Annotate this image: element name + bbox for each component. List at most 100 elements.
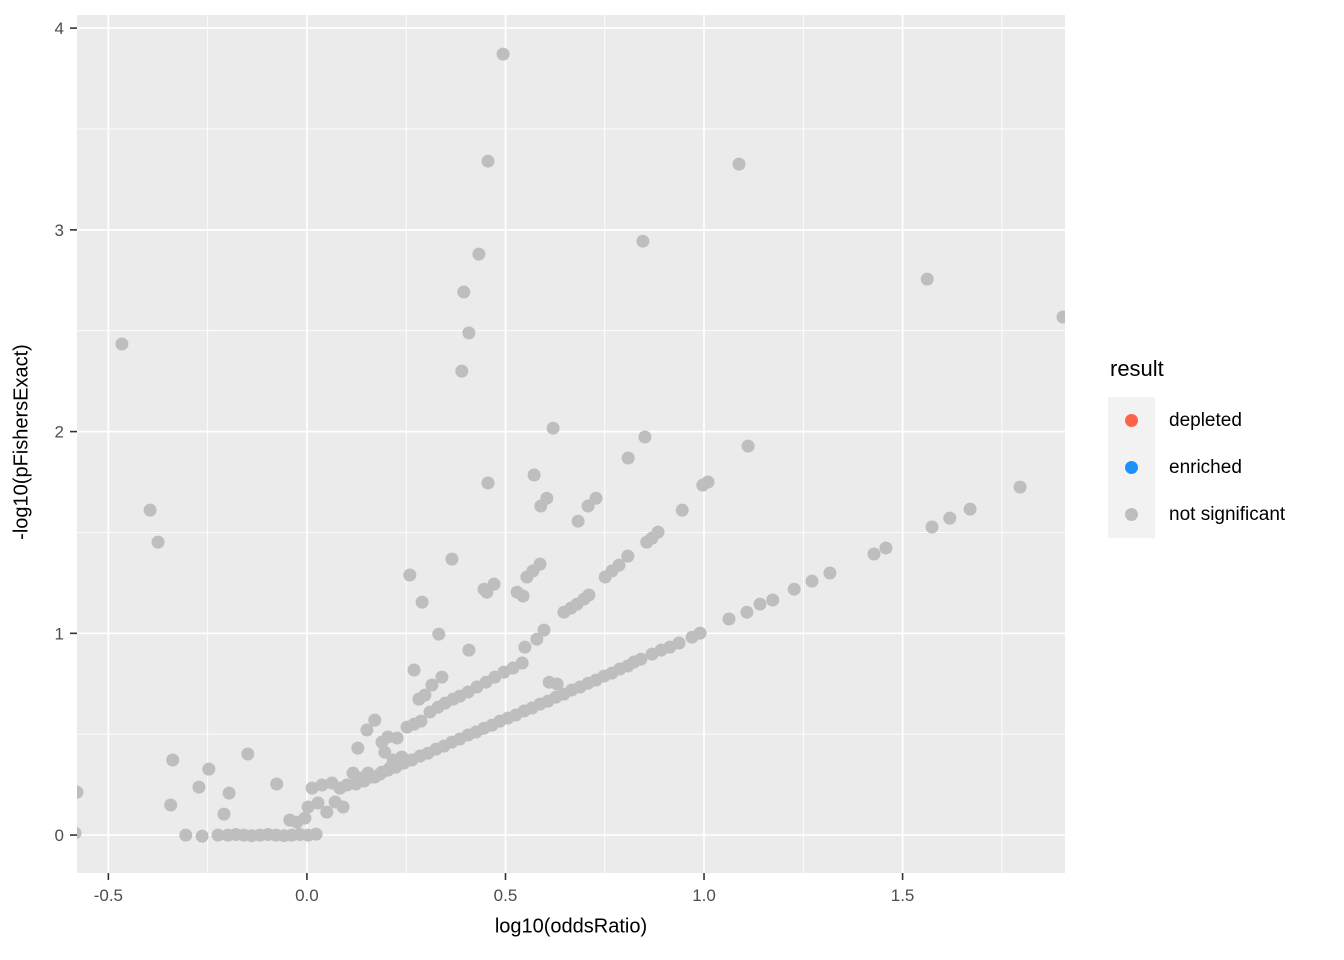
x-tick-label: 0.5: [494, 886, 518, 905]
data-point: [925, 520, 939, 534]
data-point: [740, 605, 754, 619]
data-point: [445, 552, 459, 566]
data-point: [217, 807, 231, 821]
y-axis-title: -log10(pFishersExact): [10, 344, 33, 540]
y-tick-label: 0: [55, 826, 64, 845]
data-point: [407, 663, 421, 677]
data-point: [151, 535, 165, 549]
data-point: [496, 47, 510, 61]
data-point: [701, 475, 715, 489]
data-point: [920, 272, 934, 286]
legend-entry: enriched: [1108, 444, 1340, 491]
data-point: [462, 326, 476, 340]
data-point: [487, 577, 501, 591]
data-point: [515, 656, 529, 670]
data-point: [634, 652, 648, 666]
y-tick-label: 3: [55, 221, 64, 240]
data-point: [527, 468, 541, 482]
data-point: [537, 623, 551, 637]
legend-key: [1108, 491, 1155, 538]
data-point: [879, 541, 893, 555]
points-layer: [77, 47, 1065, 843]
data-point: [390, 731, 404, 745]
data-point: [305, 781, 319, 795]
data-point: [457, 285, 471, 299]
data-point: [943, 511, 957, 525]
data-point: [546, 421, 560, 435]
legend-key-dot: [1125, 461, 1138, 474]
data-point: [415, 595, 429, 609]
data-point: [143, 503, 157, 517]
data-point: [315, 778, 329, 792]
data-point: [621, 549, 635, 563]
data-point: [693, 626, 707, 640]
data-point: [202, 762, 216, 776]
data-point: [222, 786, 236, 800]
data-point: [211, 828, 225, 842]
data-point: [477, 582, 491, 596]
data-point: [722, 612, 736, 626]
data-point: [414, 714, 428, 728]
legend-entry: depleted: [1108, 397, 1340, 444]
legend-key-dot: [1125, 414, 1138, 427]
data-point: [621, 451, 635, 465]
data-point: [378, 745, 392, 759]
data-point: [481, 476, 495, 490]
data-point: [805, 574, 819, 588]
data-point: [179, 828, 193, 842]
data-point: [462, 643, 476, 657]
data-point: [823, 566, 837, 580]
legend-entry: not significant: [1108, 491, 1340, 538]
data-point: [516, 589, 530, 603]
data-point: [77, 826, 82, 840]
data-point: [481, 154, 495, 168]
data-point: [432, 627, 446, 641]
data-point: [166, 753, 180, 767]
data-point: [766, 593, 780, 607]
data-point: [360, 723, 374, 737]
data-point: [115, 337, 129, 351]
data-point: [672, 636, 686, 650]
data-point: [732, 157, 746, 171]
data-point: [195, 829, 209, 843]
legend-entry-label: enriched: [1169, 456, 1242, 478]
data-point: [311, 796, 325, 810]
legend-key-dot: [1125, 508, 1138, 521]
data-point: [540, 491, 554, 505]
data-point: [530, 632, 544, 646]
data-point: [741, 439, 755, 453]
data-point: [753, 597, 767, 611]
data-point: [418, 688, 432, 702]
data-point: [651, 525, 665, 539]
data-point: [867, 547, 881, 561]
data-point: [336, 800, 350, 814]
data-point: [270, 777, 284, 791]
data-point: [638, 430, 652, 444]
data-point: [636, 234, 650, 248]
data-point: [425, 678, 439, 692]
data-point: [582, 588, 596, 602]
legend-key: [1108, 444, 1155, 491]
x-tick-label: 1.0: [692, 886, 716, 905]
data-point: [403, 568, 417, 582]
data-point: [298, 811, 312, 825]
data-point: [435, 670, 449, 684]
data-point: [301, 800, 315, 814]
data-point: [368, 713, 382, 727]
legend-title: result: [1110, 356, 1164, 381]
x-tick-label: -0.5: [94, 886, 123, 905]
data-point: [589, 491, 603, 505]
data-point: [1013, 480, 1027, 494]
legend-rows: depleted enriched not significant: [1108, 397, 1340, 538]
data-point: [241, 747, 255, 761]
data-point: [571, 514, 585, 528]
data-point: [472, 247, 486, 261]
data-point: [192, 780, 206, 794]
data-point: [963, 502, 977, 516]
data-point: [455, 364, 469, 378]
data-point: [164, 798, 178, 812]
data-point: [787, 582, 801, 596]
data-point: [675, 503, 689, 517]
data-point: [309, 827, 323, 841]
